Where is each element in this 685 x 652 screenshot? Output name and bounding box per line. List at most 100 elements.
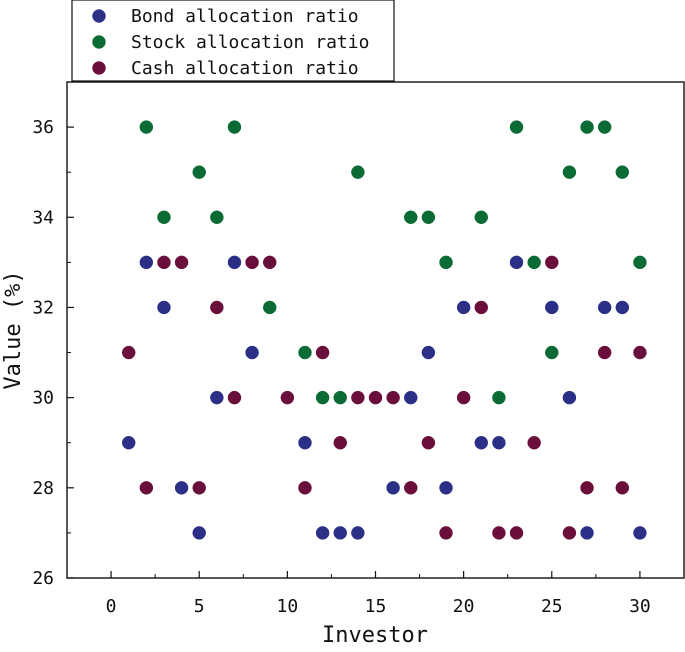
scatter-point-stock [139,120,154,134]
legend-box [71,0,395,82]
scatter-point-cash [633,345,647,360]
scatter-point-stock [227,120,242,134]
scatter-point-bond [298,435,312,450]
scatter-point-stock [562,165,577,179]
scatter-point-cash [615,481,630,495]
scatter-point-cash [351,390,365,405]
legend-marker [92,9,106,23]
scatter-point-stock [597,120,612,134]
scatter-point-bond [210,390,224,405]
scatter-point-stock [192,165,206,179]
scatter-point-bond [333,526,347,540]
legend-label: Stock allocation ratio [131,32,369,53]
scatter-point-cash [474,300,489,315]
scatter-point-cash [280,390,295,405]
scatter-point-stock [527,255,541,270]
scatter-point-stock [262,300,277,315]
y-tick-label: 30 [32,388,54,409]
scatter-point-cash [492,526,506,540]
scatter-point-stock [404,210,418,225]
scatter-point-bond [386,481,400,495]
scatter-point-bond [474,435,489,450]
scatter-point-bond [351,526,365,540]
scatter-point-bond [615,300,630,315]
legend-marker [92,61,106,75]
x-tick-label: 10 [277,596,299,617]
y-tick-label: 32 [32,297,54,318]
scatter-point-stock [439,255,453,270]
scatter-point-stock [210,210,224,225]
scatter-point-cash [562,526,577,540]
scatter-point-cash [421,435,436,450]
scatter-point-cash [545,255,559,270]
scatter-point-cash [192,481,206,495]
x-tick-label: 25 [541,596,563,617]
scatter-point-bond [633,526,647,540]
scatter-point-bond [121,435,136,450]
scatter-point-bond [580,526,594,540]
scatter-point-bond [597,300,612,315]
y-tick-label: 36 [32,117,54,138]
scatter-point-stock [421,210,436,225]
scatter-point-cash [315,345,330,360]
scatter-point-cash [404,481,418,495]
scatter-point-stock [351,165,365,179]
scatter-point-bond [315,526,330,540]
scatter-point-stock [333,390,347,405]
scatter-point-stock [545,345,559,360]
x-axis-label: Investor [322,623,428,648]
scatter-point-bond [192,526,206,540]
scatter-point-cash [157,255,171,270]
scatter-point-cash [386,390,400,405]
scatter-point-cash [333,435,347,450]
scatter-point-bond [157,300,171,315]
scatter-point-bond [245,345,259,360]
scatter-point-cash [509,526,524,540]
y-tick-label: 34 [32,207,54,228]
scatter-point-stock [509,120,524,134]
scatter-point-cash [174,255,189,270]
y-tick-label: 26 [32,568,54,589]
scatter-point-bond [439,481,453,495]
y-axis-label: Value (%) [1,270,26,389]
x-tick-label: 20 [453,596,475,617]
data-points-layer [121,120,647,540]
scatter-point-stock [633,255,647,270]
x-tick-label: 0 [106,596,117,617]
scatter-point-bond [509,255,524,270]
x-tick-label: 5 [194,596,205,617]
scatter-point-bond [492,435,506,450]
scatter-point-bond [227,255,242,270]
scatter-point-stock [474,210,489,225]
scatter-point-stock [492,390,506,405]
scatter-point-bond [421,345,436,360]
scatter-point-cash [298,481,312,495]
scatter-point-cash [527,435,541,450]
scatter-point-cash [368,390,383,405]
scatter-point-cash [597,345,612,360]
scatter-point-cash [121,345,136,360]
scatter-point-cash [262,255,277,270]
legend: Bond allocation ratio Stock allocation ra… [71,0,395,82]
scatter-point-bond [174,481,189,495]
tick-layer: 0 5 10 15 20 25 30 26 28 30 32 34 36 [32,117,685,617]
scatter-point-cash [580,481,594,495]
x-tick-label: 15 [365,596,387,617]
scatter-point-bond [456,300,471,315]
scatter-point-cash [245,255,259,270]
scatter-point-cash [439,526,453,540]
legend-label: Cash allocation ratio [131,58,359,79]
x-tick-label: 30 [629,596,651,617]
scatter-point-cash [139,481,154,495]
scatter-point-bond [545,300,559,315]
scatter-point-cash [456,390,471,405]
scatter-point-stock [615,165,630,179]
scatter-point-bond [139,255,154,270]
scatter-point-cash [210,300,224,315]
legend-marker [92,35,106,49]
scatter-point-bond [404,390,418,405]
y-tick-label: 28 [32,478,54,499]
